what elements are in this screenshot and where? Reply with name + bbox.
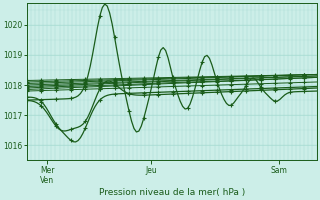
X-axis label: Pression niveau de la mer( hPa ): Pression niveau de la mer( hPa ) [99, 188, 245, 197]
